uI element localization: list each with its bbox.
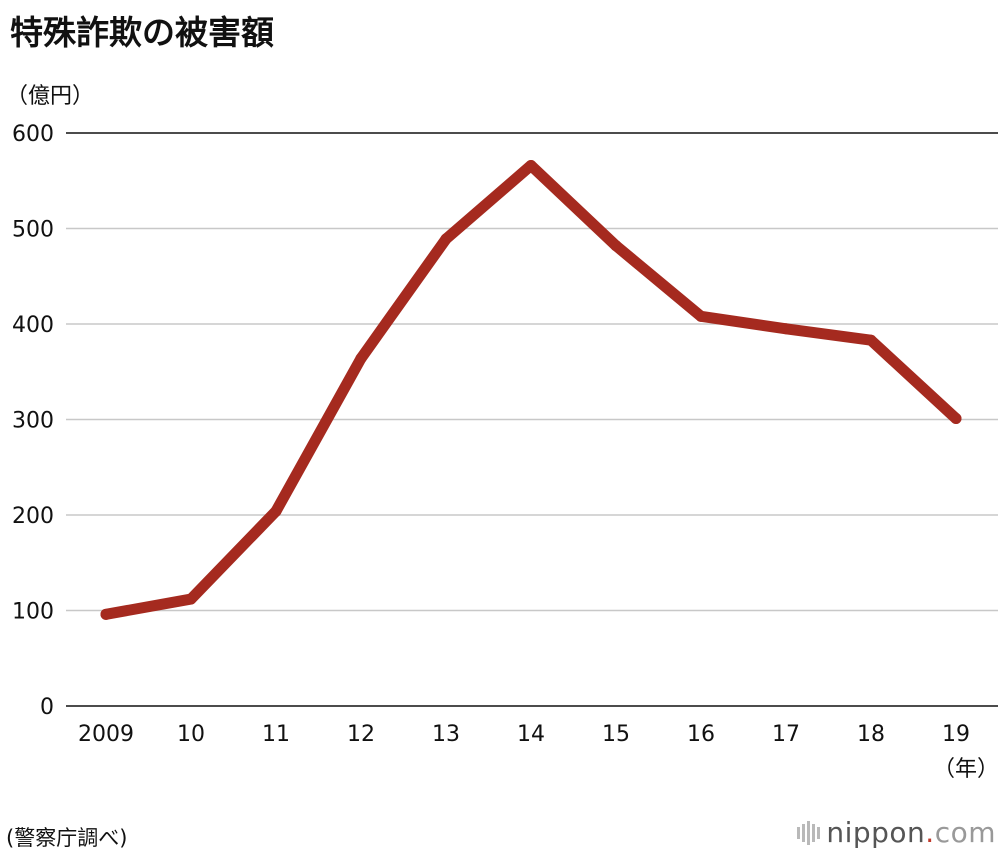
- x-tick-label: 18: [857, 722, 885, 747]
- logo-wordmark: nippon.com: [826, 816, 996, 849]
- data-point: [270, 505, 282, 517]
- series-line: [100, 159, 962, 620]
- x-tick-label: 17: [772, 722, 800, 747]
- data-point: [525, 159, 537, 171]
- series-layer: [100, 159, 962, 620]
- x-tick-label: 13: [432, 722, 460, 747]
- x-tick-label: 14: [517, 722, 545, 747]
- y-tick-labels: 0 100 200 300 400 500 600: [12, 122, 54, 720]
- gridlines: [66, 132, 998, 707]
- x-tick-label: 2009: [78, 722, 134, 747]
- x-axis-unit-label: （年）: [933, 757, 999, 782]
- x-tick-label: 10: [177, 722, 205, 747]
- y-tick-label: 200: [12, 504, 54, 529]
- chart-title: 特殊詐欺の被害額: [10, 13, 274, 52]
- data-point: [355, 352, 367, 364]
- data-point: [440, 233, 452, 245]
- y-tick-label: 0: [40, 695, 54, 720]
- nippon-logo: nippon.com: [797, 816, 996, 849]
- y-tick-label: 300: [12, 409, 54, 434]
- data-point: [865, 334, 877, 346]
- x-tick-label: 16: [687, 722, 715, 747]
- y-tick-label: 500: [12, 218, 54, 243]
- y-tick-label: 400: [12, 313, 54, 338]
- logo-bars-icon: [797, 819, 821, 847]
- x-tick-label: 12: [347, 722, 375, 747]
- data-point: [185, 593, 197, 605]
- y-axis-unit-label: （億円）: [6, 84, 95, 109]
- data-point: [780, 323, 792, 335]
- x-tick-label: 15: [602, 722, 630, 747]
- x-tick-labels: 2009 10 11 12 13 14 15 16 17 18 19: [78, 722, 970, 747]
- x-tick-label: 11: [262, 722, 290, 747]
- data-point: [610, 240, 622, 252]
- data-point: [100, 608, 112, 620]
- x-tick-label: 19: [942, 722, 970, 747]
- line-chart: 0 100 200 300 400 500 600 2009 10 11 12 13 14 15 16 17…: [12, 122, 999, 782]
- data-point: [695, 310, 707, 322]
- y-tick-label: 100: [12, 600, 54, 625]
- data-point: [950, 413, 962, 425]
- source-note: (警察庁調べ): [6, 826, 128, 850]
- y-tick-label: 600: [12, 122, 54, 147]
